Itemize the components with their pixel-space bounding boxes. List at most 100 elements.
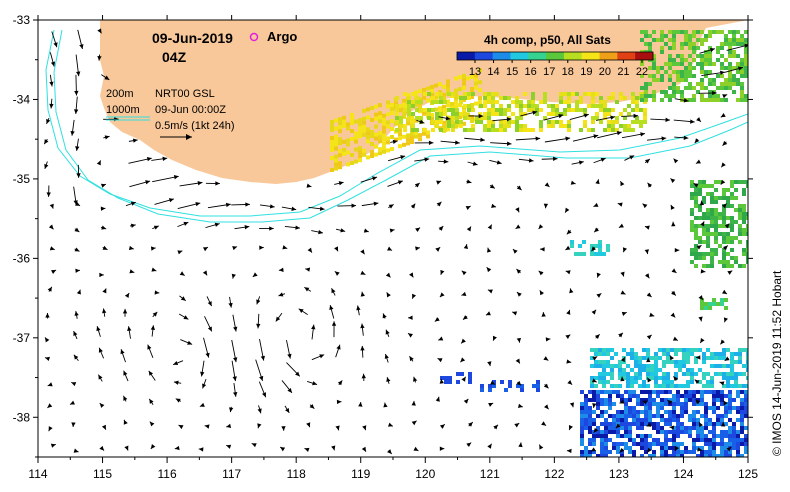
- current-vector-head: [386, 292, 391, 298]
- current-vector-head: [569, 402, 575, 408]
- sst-pixel: [694, 216, 698, 220]
- current-vector-head: [545, 337, 551, 342]
- sst-pixel: [730, 220, 734, 224]
- sst-pixel: [599, 100, 603, 104]
- current-vector-head: [335, 425, 340, 431]
- sst-pixel: [600, 446, 604, 450]
- current-vector-head: [130, 223, 136, 228]
- sst-pixel: [700, 414, 704, 418]
- sst-pixel: [415, 108, 419, 112]
- sst-pixel: [660, 66, 664, 70]
- sst-pixel: [716, 390, 720, 394]
- sst-pixel: [700, 98, 704, 102]
- sst-pixel: [334, 142, 338, 147]
- sst-pixel: [366, 135, 370, 140]
- current-vector-head: [489, 184, 495, 189]
- sst-pixel: [722, 188, 726, 192]
- current-vector-head: [620, 376, 625, 382]
- sst-pixel: [644, 398, 648, 402]
- sst-pixel: [644, 446, 648, 450]
- sst-pixel: [714, 188, 718, 192]
- sst-pixel: [742, 216, 746, 220]
- sst-pixel: [636, 394, 640, 398]
- sst-pixel: [451, 128, 455, 132]
- sst-pixel: [746, 252, 748, 256]
- sst-pixel: [722, 208, 726, 212]
- sst-pixel: [706, 192, 710, 196]
- sst-pixel: [712, 454, 716, 457]
- sst-pixel: [672, 454, 676, 457]
- sst-pixel: [736, 430, 740, 434]
- sst-pixel: [674, 384, 678, 388]
- sst-pixel: [600, 434, 604, 438]
- sst-pixel: [724, 434, 728, 438]
- sst-pixel: [706, 184, 710, 188]
- current-vector-head: [565, 270, 571, 275]
- sst-pixel: [720, 62, 724, 66]
- sst-pixel: [692, 74, 696, 78]
- sst-pixel: [584, 402, 588, 406]
- sst-pixel: [738, 264, 742, 268]
- sst-pixel: [632, 414, 636, 418]
- lon-tick-label: 116: [158, 467, 177, 481]
- sst-pixel: [491, 96, 495, 100]
- sst-pixel: [716, 86, 720, 90]
- sst-pixel: [712, 82, 716, 86]
- current-vector-head: [478, 113, 484, 119]
- sst-pixel: [366, 107, 370, 112]
- sst-pixel: [700, 302, 704, 306]
- lat-tick-label: -34: [13, 92, 31, 106]
- sst-pixel: [702, 240, 706, 244]
- sst-pixel: [680, 442, 684, 446]
- sst-pixel: [738, 216, 742, 220]
- sst-pixel: [483, 112, 487, 116]
- sst-pixel: [738, 384, 742, 388]
- sst-pixel: [604, 410, 608, 414]
- sst-pixel: [407, 116, 411, 120]
- sst-pixel: [708, 50, 712, 54]
- sst-pixel: [710, 376, 714, 380]
- current-vector-head: [721, 162, 726, 168]
- sst-pixel: [606, 360, 610, 364]
- sst-pixel: [710, 208, 714, 212]
- sst-pixel: [459, 112, 463, 116]
- sst-pixel: [724, 450, 728, 454]
- sst-pixel: [742, 348, 746, 352]
- colorbar-swatch: [474, 52, 494, 60]
- current-vector-head: [516, 185, 522, 191]
- sst-pixel: [330, 148, 334, 152]
- sst-pixel: [491, 128, 495, 132]
- sst-pixel: [635, 116, 639, 120]
- sst-pixel: [398, 104, 402, 109]
- sst-pixel: [608, 406, 612, 410]
- sst-pixel: [338, 121, 342, 126]
- sst-pixel: [740, 90, 744, 94]
- sst-pixel: [547, 120, 551, 124]
- sst-pixel: [726, 264, 730, 268]
- colorbar-tick-label: 18: [562, 66, 574, 78]
- sst-pixel: [439, 92, 443, 96]
- current-vector-head: [214, 222, 220, 227]
- sst-pixel: [646, 348, 650, 352]
- sst-pixel: [718, 364, 722, 368]
- sst-pixel: [330, 168, 334, 172]
- sst-pixel: [722, 212, 726, 216]
- sst-pixel: [330, 156, 334, 160]
- sst-pixel: [615, 100, 619, 104]
- sst-pixel: [634, 352, 638, 356]
- sst-pixel: [672, 402, 676, 406]
- sst-pixel: [442, 104, 446, 109]
- sst-pixel: [694, 224, 698, 228]
- sst-pixel: [386, 120, 390, 125]
- sst-pixel: [446, 83, 450, 88]
- current-vector-head: [594, 227, 599, 233]
- sst-pixel: [722, 264, 726, 268]
- sst-pixel: [406, 141, 410, 146]
- sst-pixel: [478, 68, 482, 73]
- sst-pixel: [648, 394, 652, 398]
- sst-pixel: [618, 360, 622, 364]
- sst-pixel: [676, 70, 680, 74]
- sst-pixel: [374, 144, 378, 149]
- sst-pixel: [535, 108, 539, 112]
- sst-pixel: [435, 116, 439, 120]
